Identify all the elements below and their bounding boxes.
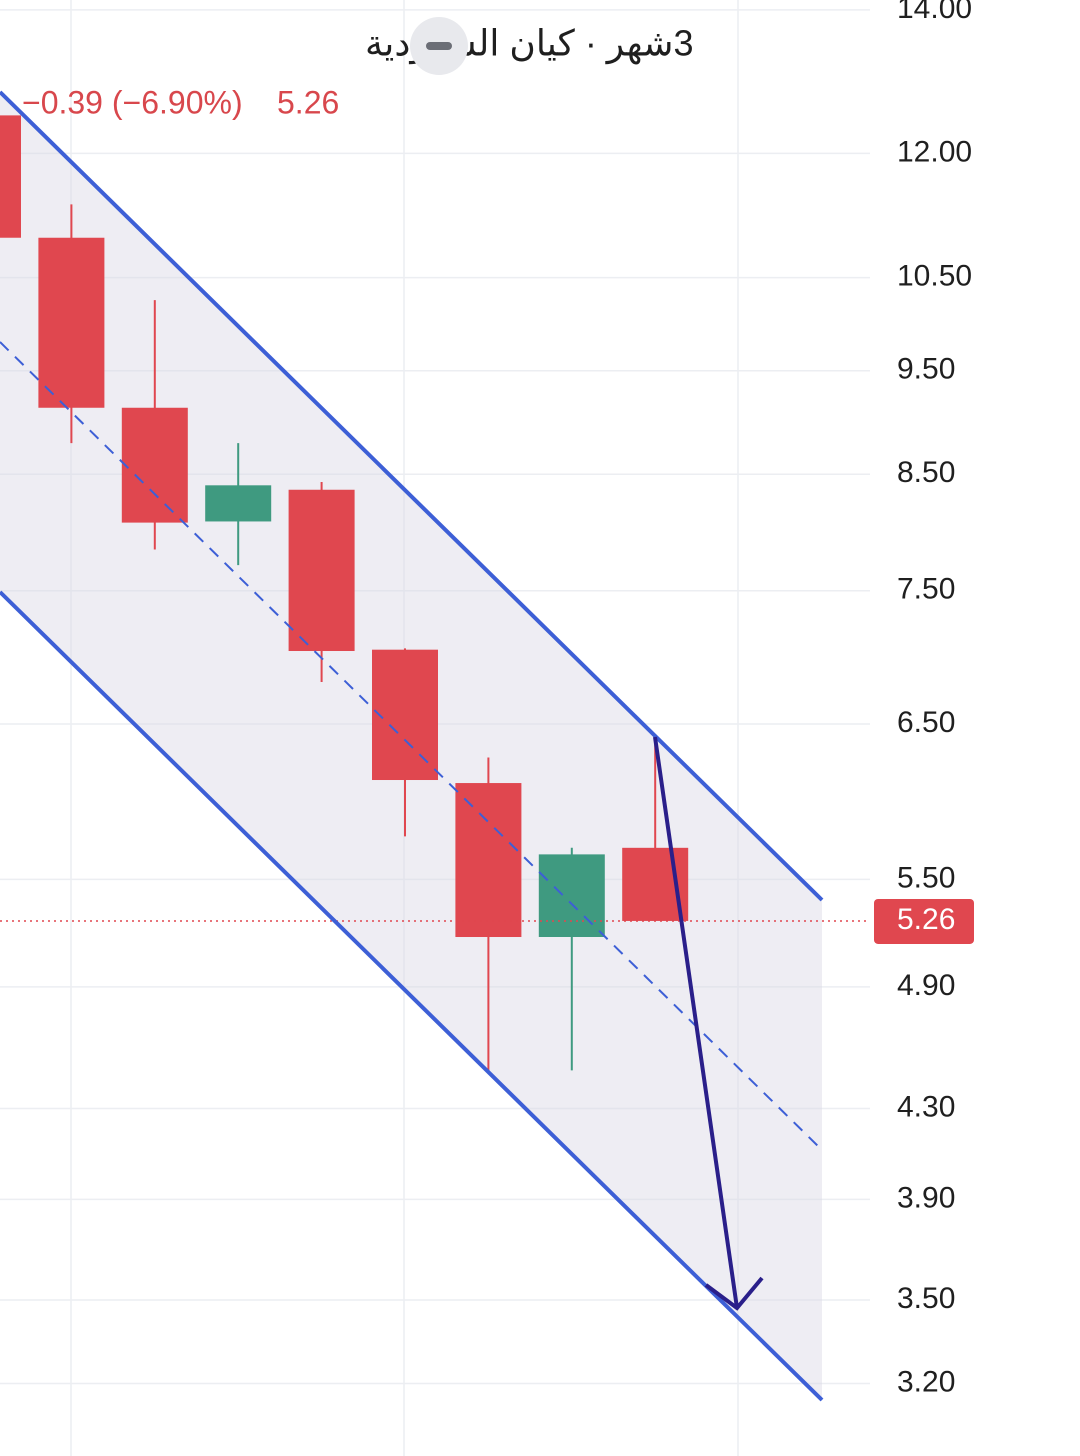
y-axis: 14.00 12.00 10.50 9.50 8.50 7.50 6.50 5.50 4.90 4… (874, 0, 974, 1398)
candle-body (121, 407, 188, 523)
price-label: 5.26 (897, 903, 955, 936)
y-tick-label: 4.90 (897, 969, 955, 1002)
y-tick-label: 12.00 (897, 135, 972, 168)
change: −0.39 (−6.90%) (22, 84, 243, 120)
candle-body (38, 237, 105, 408)
candle-body (288, 489, 355, 652)
last-price: 5.26 (277, 84, 339, 120)
channel-lower (0, 590, 824, 1402)
y-tick-label: 3.20 (897, 1365, 955, 1398)
y-tick-label: 5.50 (897, 861, 955, 894)
grid (0, 0, 870, 1456)
candle-body (538, 854, 605, 938)
candle-body (372, 649, 438, 781)
y-tick-label: 8.50 (897, 456, 955, 489)
y-tick-label: 3.50 (897, 1282, 955, 1315)
y-tick-label: 10.50 (897, 260, 972, 293)
candle-body (205, 485, 272, 522)
y-tick-label: 7.50 (897, 573, 955, 606)
channel-mid (0, 341, 823, 1151)
y-tick-label: 4.30 (897, 1090, 955, 1123)
collapse-icon (426, 42, 452, 50)
candles (0, 115, 870, 1073)
candle-body (0, 115, 21, 238)
y-tick-label: 14.00 (897, 0, 972, 25)
price-label-box (874, 898, 974, 944)
y-tick-label: 9.50 (897, 353, 955, 386)
arrow (653, 736, 764, 1311)
y-tick-label: 6.50 (897, 706, 955, 739)
channel-upper (0, 90, 824, 902)
y-tick-label: 3.90 (897, 1181, 955, 1214)
candle-body (455, 783, 522, 938)
